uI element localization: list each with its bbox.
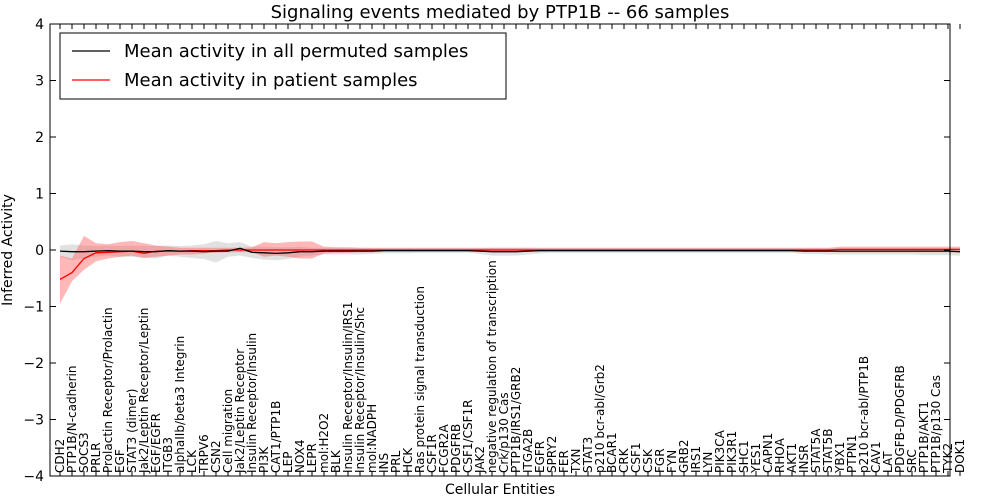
y-tick-label: 4 <box>35 17 44 33</box>
x-tick-label: NOX4 <box>293 439 307 473</box>
x-tick-label: CSF1 <box>629 442 643 473</box>
x-tick-label: SRC <box>905 449 919 473</box>
x-tick-label: ITGB3 <box>161 437 175 473</box>
x-tick-label: CAT1/PTP1B <box>269 401 283 473</box>
x-tick-label: Crk/p130 Cas <box>497 392 511 473</box>
x-tick-label: LEP <box>281 451 295 473</box>
x-tick-label: p210 bcr-abl/Grb2 <box>593 364 607 473</box>
x-tick-label: LEPR <box>305 443 319 473</box>
y-tick-label: −2 <box>23 356 44 372</box>
x-tick-label: mol:H2O2 <box>317 413 331 473</box>
legend-label-permuted: Mean activity in all permuted samples <box>124 41 468 62</box>
x-tick-label: SHC1 <box>737 440 751 473</box>
x-tick-label: Jak2/Leptin Receptor/Leptin <box>137 308 151 474</box>
x-tick-label: INS <box>377 453 391 473</box>
x-tick-label: ITGA2B <box>521 429 535 473</box>
x-tick-label: PTP1B/p130 Cas <box>929 375 943 473</box>
x-tick-label: p210 bcr-abl/PTP1B <box>857 356 871 473</box>
x-axis-label: Cellular Entities <box>445 482 555 498</box>
x-tick-label: AKT1 <box>785 443 799 473</box>
x-tick-label: Insulin Receptor/Insulin <box>245 333 259 473</box>
x-tick-label: Prolactin Receptor/Prolactin <box>101 307 115 473</box>
y-tick-label: 2 <box>35 130 44 146</box>
x-tick-label: EGF/EGFR <box>149 413 163 473</box>
x-tick-label: PDGFB-D/PDGFRB <box>893 365 907 473</box>
legend: Mean activity in all permuted samples Me… <box>59 32 507 100</box>
y-tick-label: −4 <box>23 469 44 485</box>
y-tick-label: 0 <box>35 243 44 259</box>
x-tick-label: FGR <box>653 448 667 473</box>
x-tick-label: EGFR <box>533 441 547 473</box>
x-tick-label: PIK3R1 <box>725 431 739 473</box>
x-tick-label: negative regulation of transcription <box>485 260 499 473</box>
x-tick-label: GRB2 <box>677 439 691 473</box>
x-tick-label: PRLR <box>89 442 103 473</box>
x-tick-label: PIK3CA <box>713 429 727 473</box>
series-line-patient <box>59 248 960 280</box>
x-tick-label: CAPN1 <box>761 433 775 473</box>
x-tick-label: HCK <box>401 447 415 473</box>
x-tick-label: mol:NADPH <box>365 404 379 473</box>
x-tick-label: FER <box>557 450 571 473</box>
x-tick-label: YES1 <box>749 443 763 474</box>
x-tick-label: RHOA <box>773 437 787 473</box>
x-tick-label: PTP1B/AKT1 <box>917 401 931 473</box>
x-tick-label: CAV1 <box>869 441 883 473</box>
x-tick-label: BLK <box>329 449 343 473</box>
x-tick-label: LCK <box>185 449 199 473</box>
x-tick-label: STAT3 <box>581 437 595 473</box>
y-tick-label: 1 <box>35 187 44 203</box>
x-tick-label: EGF <box>113 449 127 473</box>
chart-title: Signaling events mediated by PTP1B -- 66… <box>271 2 730 23</box>
x-tick-label: TYK2 <box>941 443 955 474</box>
series-lines <box>59 247 961 280</box>
x-tick-label: LYN <box>701 452 715 473</box>
confidence-bands <box>60 235 960 304</box>
x-tick-label: Ras protein signal transduction <box>413 286 427 473</box>
x-tick-label: alphaIIb/beta3 Integrin <box>173 336 187 473</box>
x-tick-label: FCGR2A <box>437 423 451 473</box>
x-tick-label: CDH2 <box>53 439 67 473</box>
x-tick-label: INSR <box>797 445 811 473</box>
x-tick-label: STAT5A <box>809 428 823 473</box>
x-tick-label: STAT5B <box>821 429 835 474</box>
x-tick-label: CSN2 <box>209 440 223 473</box>
x-tick-label: CSK <box>641 448 655 473</box>
x-tick-label: TRPV6 <box>197 434 211 474</box>
x-tick-label: BCAR1 <box>605 432 619 473</box>
x-tick-label: PI3K <box>257 446 271 473</box>
x-tick-label: LAT <box>881 451 895 473</box>
x-tick-label: CSF1R <box>425 434 439 473</box>
legend-label-patient: Mean activity in patient samples <box>124 70 418 91</box>
x-tick-label: PTP1B/IRS1/GRB2 <box>509 367 523 473</box>
y-tick-label: −1 <box>23 300 44 316</box>
x-tick-label: PRL <box>389 450 403 473</box>
x-tick-label: IRS1 <box>689 446 703 473</box>
x-tick-label: SOCS3 <box>77 432 91 473</box>
y-tick-label: 3 <box>35 74 44 90</box>
x-tick-label: Insulin Receptor/Insulin/Shc <box>353 307 367 473</box>
y-axis: 4 3 2 1 0 −1 −2 −3 −4 <box>23 17 950 485</box>
x-tick-label: CRK <box>617 447 631 473</box>
x-tick-label: FYN <box>665 450 679 473</box>
x-tick-label: TXN <box>569 448 583 474</box>
x-tick-label: PTPN1 <box>845 435 859 473</box>
y-axis-label: Inferred Activity <box>0 194 16 306</box>
x-tick-label: SPRY2 <box>545 436 559 473</box>
x-tick-label: Jak2/Leptin Receptor <box>233 349 247 474</box>
x-tick-label: Cell migration <box>221 389 235 473</box>
y-tick-label: −3 <box>23 413 44 429</box>
x-tick-label: CSF1/CSF1R <box>461 400 475 473</box>
x-tick-label: JAK2 <box>473 446 487 474</box>
x-tick-label: DOK1 <box>953 439 967 473</box>
x-tick-label: STAT3 (dimer) <box>125 389 139 473</box>
series-line-permuted <box>59 247 961 255</box>
legend-box <box>59 32 507 100</box>
x-tick-label: YBX1 <box>833 442 847 474</box>
x-tick-label: Insulin Receptor/Insulin/IRS1 <box>341 302 355 473</box>
x-tick-label: PTP1B/N-cadherin <box>65 366 79 473</box>
x-tick-label: PDGFRB <box>449 424 463 473</box>
